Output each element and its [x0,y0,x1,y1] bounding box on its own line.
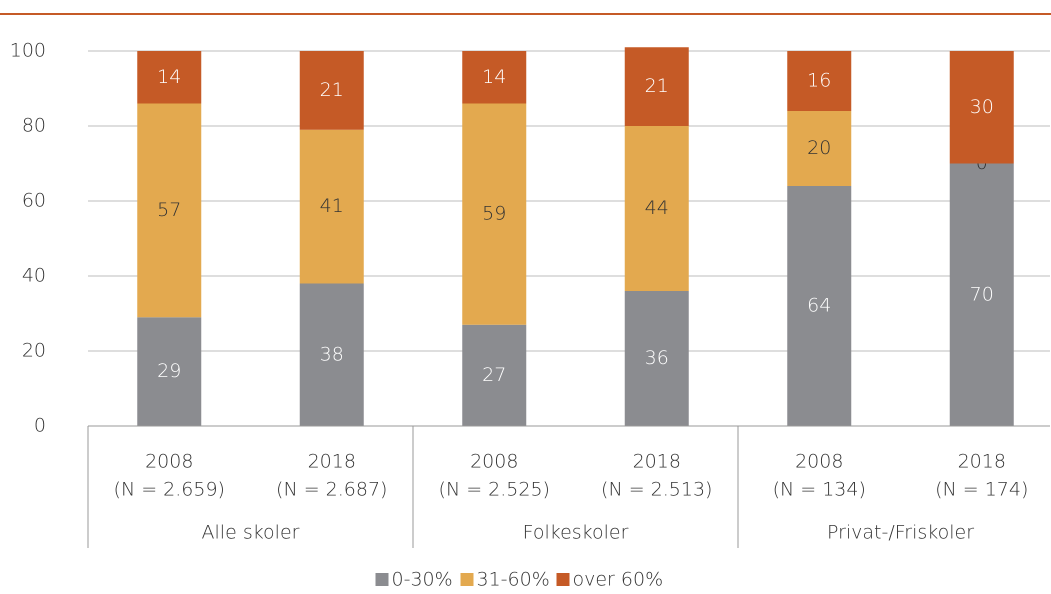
bar-segment [787,111,852,186]
data-label: 44 [645,197,669,219]
bar-segment [137,103,202,318]
x-tick-label: (N = 2.513) [601,479,712,501]
bar-segment [137,51,202,104]
bar-segment [299,129,364,284]
data-label: 20 [807,137,831,159]
x-tick-label: 2008 [795,451,843,473]
bar-segment [462,324,527,426]
data-label: 36 [645,347,669,369]
x-tick-label: 2008 [145,451,193,473]
legend-swatch [375,573,389,586]
bar-segment [949,163,1014,426]
group-label: Folkeskoler [523,522,629,544]
legend-label: 0-30% [392,569,453,591]
x-tick-label: (N = 2.687) [276,479,387,501]
x-tick-label: (N = 134) [773,479,866,501]
data-label: 57 [157,199,181,221]
x-tick-label: 2018 [958,451,1006,473]
bar-segment [462,51,527,104]
data-label: 29 [157,360,181,382]
data-label: 27 [482,364,506,386]
bar-segment [787,51,852,111]
x-tick-label: 2018 [308,451,356,473]
bar-segment [137,317,202,426]
bar-segment [624,126,689,291]
data-label: 14 [157,66,181,88]
y-tick-label: 20 [22,340,46,362]
bar-segment [624,291,689,426]
data-label: 59 [482,203,506,225]
legend-swatch [460,573,474,586]
y-tick-label: 80 [22,115,46,137]
bar-segment [299,283,364,426]
y-tick-label: 100 [10,40,46,62]
legend-swatch [556,573,570,586]
data-label: 38 [320,343,344,365]
y-tick-label: 0 [34,415,46,437]
data-label: 16 [807,70,831,92]
data-label: 30 [970,96,994,118]
bar-segment [787,186,852,426]
data-label: 14 [482,66,506,88]
legend-label: over 60% [573,569,664,591]
group-label: Privat-/Friskoler [827,522,974,544]
bar-segment [299,51,364,130]
x-tick-label: (N = 2.525) [439,479,550,501]
x-tick-label: (N = 174) [935,479,1028,501]
y-tick-label: 60 [22,190,46,212]
bar-segment [949,51,1014,164]
x-tick-label: 2008 [470,451,518,473]
legend-label: 31-60% [477,569,550,591]
bar-segment [624,47,689,126]
group-label: Alle skoler [202,522,300,544]
data-label: 70 [970,283,994,305]
x-tick-label: (N = 2.659) [114,479,225,501]
bar-segment [462,103,527,325]
data-label: 21 [645,75,669,97]
data-label: 41 [320,195,344,217]
y-tick-label: 40 [22,265,46,287]
x-tick-label: 2018 [633,451,681,473]
data-label: 64 [807,295,831,317]
data-label: 21 [320,79,344,101]
